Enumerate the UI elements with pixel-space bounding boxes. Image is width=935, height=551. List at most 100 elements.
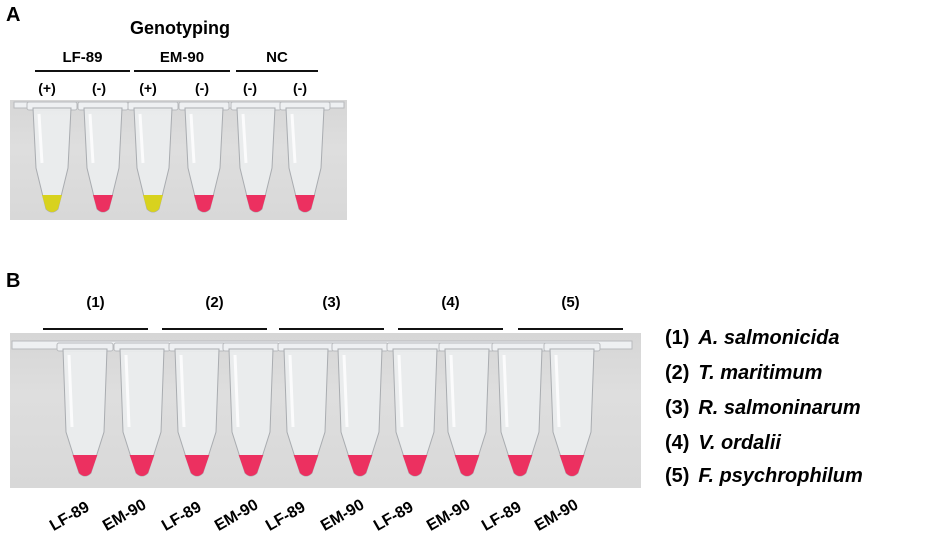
panel-a-label: A (6, 4, 21, 26)
legend-number: (4) (665, 432, 690, 454)
target-group-label: (5) (561, 294, 580, 311)
group-label-em90: EM-90 (159, 49, 205, 66)
legend-number: (2) (665, 362, 690, 384)
target-group-label: (2) (205, 294, 224, 311)
tube-label: LF-89 (371, 498, 417, 535)
tube-liquid (93, 195, 113, 212)
pcr-tube (178, 101, 230, 213)
sign-label: (-) (243, 80, 257, 96)
target-group-label: (1) (86, 294, 105, 311)
pcr-tube (386, 342, 444, 477)
tube-highlight (342, 354, 349, 428)
pcr-tube (113, 342, 171, 477)
target-group-rule (279, 328, 384, 330)
legend-number: (3) (665, 397, 690, 419)
target-group-label: (4) (441, 294, 460, 311)
legend-item: (2) T. maritimum (665, 362, 822, 385)
tube-highlight (88, 113, 95, 164)
group-label-lf89: LF-89 (62, 49, 103, 66)
panel-b-label: B (6, 270, 21, 292)
tube-highlight (124, 354, 131, 428)
pcr-tube (277, 342, 335, 477)
tube-highlight (138, 113, 145, 164)
pcr-tube (56, 342, 114, 477)
pcr-tube (543, 342, 601, 477)
pcr-tube (168, 342, 226, 477)
target-group-rule (518, 328, 623, 330)
tube-label: LF-89 (479, 498, 525, 535)
group-rule-lf89 (35, 70, 130, 72)
tube-liquid (72, 455, 98, 476)
tube-liquid (129, 455, 155, 476)
group-rule-nc (236, 70, 318, 72)
tube-highlight (288, 354, 295, 428)
tube-liquid (194, 195, 214, 212)
tube-highlight (449, 354, 456, 428)
tube-liquid (454, 455, 480, 476)
legend-number: (5) (665, 465, 690, 487)
legend-species: R. salmoninarum (698, 397, 861, 419)
tube-highlight (179, 354, 186, 428)
tube-highlight (290, 113, 297, 164)
tube-liquid (402, 455, 428, 476)
tube-label: EM-90 (424, 496, 474, 535)
legend-species: T. maritimum (698, 362, 823, 384)
tube-highlight (397, 354, 404, 428)
pcr-tube (127, 101, 179, 213)
tube-label: LF-89 (263, 498, 309, 535)
pcr-tube (77, 101, 129, 213)
pcr-tube (331, 342, 389, 477)
legend-number: (1) (665, 327, 690, 349)
sign-label: (-) (195, 80, 209, 96)
sign-label: (+) (38, 80, 56, 96)
pcr-tube (222, 342, 280, 477)
tube-liquid (238, 455, 264, 476)
legend-item: (3) R. salmoninarum (665, 397, 861, 420)
target-group-rule (43, 328, 148, 330)
panel-a-tubes (13, 101, 345, 213)
legend-species: V. ordalii (698, 432, 781, 454)
legend-item: (4) V. ordalii (665, 432, 781, 455)
tube-highlight (502, 354, 509, 428)
tube-liquid (347, 455, 373, 476)
tube-highlight (67, 354, 74, 428)
pcr-tube (279, 101, 331, 213)
tube-label: EM-90 (100, 496, 150, 535)
pcr-tube (26, 101, 78, 213)
tube-liquid (143, 195, 163, 212)
tube-liquid (184, 455, 210, 476)
genotyping-title: Genotyping (130, 18, 230, 38)
tube-highlight (233, 354, 240, 428)
tube-liquid (42, 195, 62, 212)
pcr-tube (491, 342, 549, 477)
legend-species: F. psychrophilum (698, 465, 863, 487)
tube-liquid (246, 195, 266, 212)
legend-item: (5) F. psychrophilum (665, 465, 863, 488)
tube-liquid (293, 455, 319, 476)
sign-label: (-) (92, 80, 106, 96)
tube-highlight (37, 113, 44, 164)
tube-highlight (241, 113, 248, 164)
target-group-rule (398, 328, 503, 330)
tube-label: EM-90 (318, 496, 368, 535)
tube-highlight (189, 113, 196, 164)
tube-liquid (559, 455, 585, 476)
panel-b-tubes (11, 340, 633, 477)
legend-item: (1) A. salmonicida (665, 327, 840, 350)
group-rule-em90 (134, 70, 230, 72)
tube-highlight (554, 354, 561, 428)
pcr-tube (230, 101, 282, 213)
legend-species: A. salmonicida (698, 327, 840, 349)
tube-label: LF-89 (159, 498, 205, 535)
tube-label: LF-89 (47, 498, 93, 535)
group-label-nc: NC (266, 49, 288, 66)
target-group-rule (162, 328, 267, 330)
tube-label: EM-90 (532, 496, 582, 535)
sign-label: (-) (293, 80, 307, 96)
tube-label: EM-90 (212, 496, 262, 535)
sign-label: (+) (139, 80, 157, 96)
target-group-label: (3) (322, 294, 341, 311)
tube-liquid (507, 455, 533, 476)
tube-liquid (295, 195, 315, 212)
pcr-tube (438, 342, 496, 477)
